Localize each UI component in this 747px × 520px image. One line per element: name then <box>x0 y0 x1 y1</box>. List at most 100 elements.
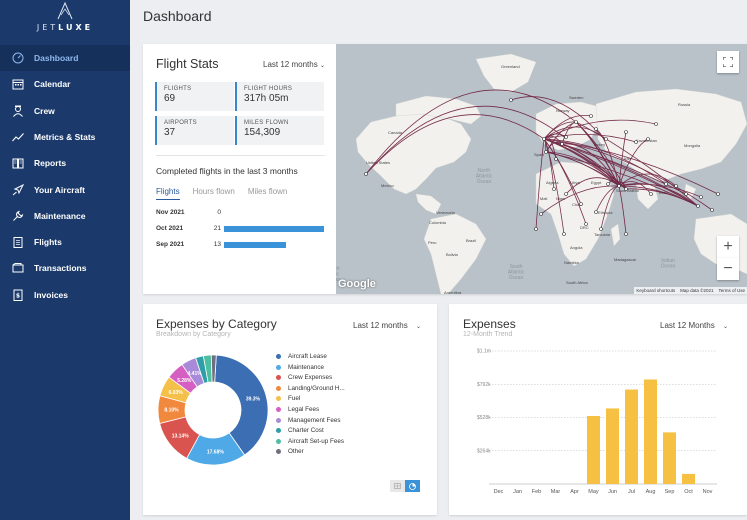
table-view-icon[interactable] <box>390 480 405 492</box>
sidebar-item-your-aircraft[interactable]: Your Aircraft <box>0 177 130 203</box>
airport-marker[interactable] <box>594 127 598 131</box>
sidebar-item-metrics-stats[interactable]: Metrics & Stats <box>0 124 130 150</box>
airport-marker[interactable] <box>589 114 593 118</box>
bar[interactable] <box>587 415 600 484</box>
sidebar-item-crew[interactable]: Crew <box>0 98 130 124</box>
y-tick-label: $528k <box>477 415 491 421</box>
legend-item[interactable]: Charter Cost <box>276 427 324 434</box>
legend-item[interactable]: Landing/Ground H... <box>276 385 345 392</box>
legend-swatch <box>276 364 281 370</box>
airport-marker[interactable] <box>564 135 568 139</box>
airport-marker[interactable] <box>539 212 543 216</box>
airport-marker[interactable] <box>509 98 513 102</box>
airport-marker[interactable] <box>564 192 568 196</box>
sidebar-item-calendar[interactable]: Calendar <box>0 71 130 97</box>
airport-marker[interactable] <box>634 140 638 144</box>
donut-slice[interactable] <box>210 354 217 383</box>
airport-marker[interactable] <box>574 120 578 124</box>
airport-marker[interactable] <box>716 192 720 196</box>
sidebar-item-reports[interactable]: Reports <box>0 150 130 176</box>
stat-label: MILES FLOWN <box>244 120 289 126</box>
legend-item[interactable]: Aircraft Lease <box>276 353 327 360</box>
airport-marker[interactable] <box>554 157 558 161</box>
legend-item[interactable]: Maintenance <box>276 364 324 371</box>
legend-swatch <box>276 449 281 455</box>
zoom-in-button[interactable]: + <box>717 236 739 258</box>
airport-marker[interactable] <box>579 202 583 206</box>
donut-slice[interactable] <box>214 354 269 456</box>
expenses-range-dropdown[interactable]: Last 12 Months ⌄ <box>660 321 728 330</box>
pie-view-icon[interactable] <box>405 480 420 492</box>
sidebar-item-maintenance[interactable]: Maintenance <box>0 203 130 229</box>
sidebar-item-flights[interactable]: Flights <box>0 229 130 255</box>
x-tick-label: May <box>588 489 599 495</box>
sidebar-item-invoices[interactable]: $ Invoices <box>0 282 130 308</box>
world-map: Greenland Sweden Norway Russia Canada Kazakhs… <box>336 53 747 294</box>
airport-marker[interactable] <box>684 192 688 196</box>
map-label-venezuela: Venezuela <box>436 210 455 215</box>
airport-marker[interactable] <box>604 137 608 141</box>
keyboard-shortcuts-link[interactable]: Keyboard shortcuts <box>636 288 676 293</box>
legend-item[interactable]: Legal Fees <box>276 406 319 413</box>
legend-item[interactable]: Aircraft Set-up Fees <box>276 438 344 445</box>
bar[interactable] <box>606 408 619 484</box>
airport-marker[interactable] <box>624 187 628 191</box>
expenses-subtitle: 12-Month Trend <box>463 331 513 338</box>
airport-marker[interactable] <box>606 182 610 186</box>
airport-marker[interactable] <box>560 142 564 146</box>
invoice-icon: $ <box>11 288 25 302</box>
brand-logo[interactable]: JETLUXE <box>0 0 130 40</box>
legend-item[interactable]: Management Fees <box>276 417 341 424</box>
airport-marker[interactable] <box>562 232 566 236</box>
legend-item[interactable]: Crew Expenses <box>276 374 332 381</box>
airport-marker[interactable] <box>710 208 714 212</box>
airport-marker[interactable] <box>674 184 678 188</box>
airport-marker[interactable] <box>594 210 598 214</box>
fullscreen-icon[interactable] <box>717 51 739 73</box>
airport-marker[interactable] <box>624 232 628 236</box>
airport-marker[interactable] <box>649 192 653 196</box>
airport-marker[interactable] <box>542 137 546 141</box>
airport-marker[interactable] <box>696 204 700 208</box>
flight-stats-range-dropdown[interactable]: Last 12 months ⌄ <box>263 60 325 69</box>
sidebar-item-transactions[interactable]: Transactions <box>0 255 130 281</box>
map-label-ocean-sa: South Atlantic Ocean <box>508 264 525 281</box>
expenses-category-range-dropdown[interactable]: Last 12 months ⌄ <box>353 321 421 330</box>
bar[interactable] <box>625 389 638 484</box>
airport-marker[interactable] <box>364 172 368 176</box>
terms-of-use-link[interactable]: Terms of Use <box>718 288 745 293</box>
airport-marker[interactable] <box>584 222 588 226</box>
legend-swatch <box>276 428 281 434</box>
airport-marker[interactable] <box>664 182 668 186</box>
map-label-brazil: Brazil <box>466 238 476 243</box>
legend-item[interactable]: Fuel <box>276 395 300 402</box>
legend-item[interactable]: Other <box>276 448 304 455</box>
zoom-out-button[interactable]: − <box>717 258 739 280</box>
map-label-algeria: Algeria <box>546 180 559 185</box>
sidebar-item-dashboard[interactable]: Dashboard <box>0 45 130 71</box>
airport-marker[interactable] <box>617 184 621 188</box>
stat-label: FLIGHT HOURS <box>244 86 293 92</box>
airport-marker[interactable] <box>624 130 628 134</box>
tab-hours-flown[interactable]: Hours flown <box>192 187 235 196</box>
airport-marker[interactable] <box>599 227 603 231</box>
tab-flights[interactable]: Flights <box>156 187 180 200</box>
airport-marker[interactable] <box>646 137 650 141</box>
airport-marker[interactable] <box>544 150 548 154</box>
stat-value: 37 <box>164 127 176 138</box>
bar[interactable] <box>644 379 657 484</box>
bar[interactable] <box>663 432 676 484</box>
divider <box>156 155 325 156</box>
flight-route <box>618 185 627 235</box>
airport-marker[interactable] <box>699 195 703 199</box>
chart-view-toggle <box>390 480 420 492</box>
flight-map[interactable]: Greenland Sweden Norway Russia Canada Kazakhs… <box>336 44 747 294</box>
calendar-icon <box>11 77 25 91</box>
airport-marker[interactable] <box>654 122 658 126</box>
flight-route <box>575 121 627 190</box>
bar[interactable] <box>682 473 695 484</box>
airport-marker[interactable] <box>534 227 538 231</box>
airport-marker[interactable] <box>552 187 556 191</box>
map-label-greenland: Greenland <box>501 64 520 69</box>
tab-miles-flown[interactable]: Miles flown <box>247 187 288 196</box>
